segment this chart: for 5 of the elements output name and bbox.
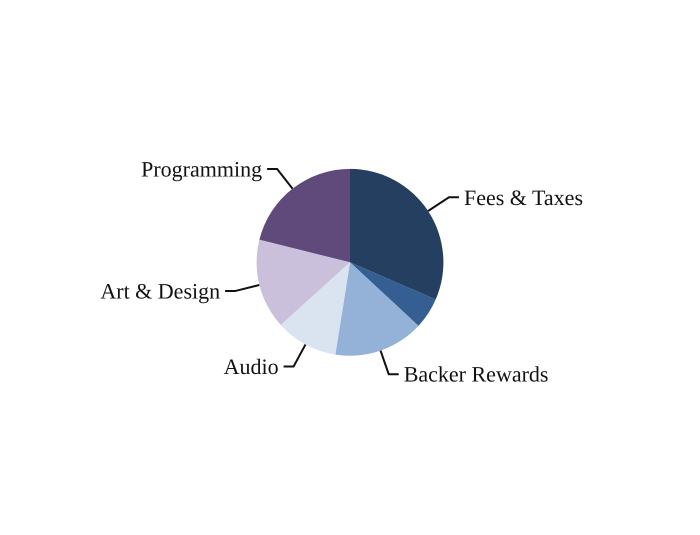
slice-label: Programming — [141, 156, 262, 182]
slice-label: Fees & Taxes — [464, 184, 584, 210]
slice-label: Audio — [224, 354, 279, 379]
slice-label: Art & Design — [100, 278, 220, 304]
slice-label: Backer Rewards — [404, 362, 548, 387]
